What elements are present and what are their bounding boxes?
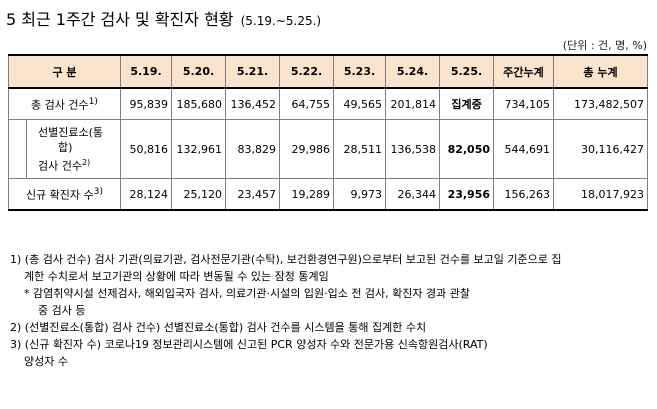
cell-value: 132,961 — [171, 119, 227, 179]
cell-value: 136,538 — [385, 119, 441, 179]
footnote-1-star: * 감염취약시설 선제검사, 해외입국자 검사, 의료기관·시설의 입원·입소 … — [24, 287, 471, 300]
table-row: 총 검사 건수1) 95,839 185,680 136,452 64,755 … — [7, 87, 649, 120]
cell-value: 28,124 — [120, 178, 173, 211]
header-date: 5.21. — [225, 54, 281, 89]
cell-total: 173,482,507 — [553, 87, 649, 120]
cell-weekly: 156,263 — [493, 178, 555, 211]
cell-value: 집계중 — [439, 87, 495, 120]
cell-total: 18,017,923 — [553, 178, 649, 211]
cell-value: 83,829 — [225, 119, 281, 179]
header-date: 5.20. — [171, 54, 227, 89]
cell-value: 9,973 — [333, 178, 387, 211]
cell-value: 23,956 — [439, 178, 495, 211]
header-total: 총 누계 — [553, 54, 649, 89]
cell-value: 28,511 — [333, 119, 387, 179]
header-date: 5.24. — [385, 54, 441, 89]
footnote-3-cont: 양성자 수 — [24, 355, 68, 368]
header-date: 5.23. — [333, 54, 387, 89]
stats-table: 구 분 5.19. 5.20. 5.21. 5.22. 5.23. 5.24. … — [7, 54, 649, 211]
table-header-row: 구 분 5.19. 5.20. 5.21. 5.22. 5.23. 5.24. … — [7, 54, 649, 89]
cell-value: 25,120 — [171, 178, 227, 211]
row-indent — [8, 119, 27, 179]
cell-value: 64,755 — [279, 87, 335, 120]
cell-value: 201,814 — [385, 87, 441, 120]
footnote-1-star-cont: 중 검사 등 — [38, 304, 86, 317]
cell-value: 185,680 — [171, 87, 227, 120]
cell-value: 82,050 — [439, 119, 495, 179]
table-row: 선별진료소(통 합) 검사 건수2) 50,816 132,961 83,829… — [8, 119, 649, 179]
header-date: 5.25. — [439, 54, 495, 89]
row-label: 총 검사 건수1) — [7, 87, 122, 120]
cell-value: 29,986 — [279, 119, 335, 179]
header-date: 5.19. — [120, 54, 173, 89]
footnote-3: 3) (신규 확진자 수) 코로나19 정보관리시스템에 신고된 PCR 양성자… — [10, 338, 488, 351]
cell-value: 19,289 — [279, 178, 335, 211]
header-category: 구 분 — [7, 54, 122, 89]
cell-weekly: 544,691 — [493, 119, 555, 179]
unit-note: (단위 : 건, 명, %) — [562, 39, 647, 52]
title-main: 5 최근 1주간 검사 및 확진자 현황 — [6, 10, 234, 29]
cell-value: 136,452 — [225, 87, 281, 120]
cell-total: 30,116,427 — [553, 119, 649, 179]
header-date: 5.22. — [279, 54, 335, 89]
row-label: 신규 확진자 수3) — [7, 178, 122, 211]
table-row: 신규 확진자 수3) 28,124 25,120 23,457 19,289 9… — [7, 178, 649, 211]
footnote-1: 1) (총 검사 건수) 검사 기관(의료기관, 검사전문기관(수탁), 보건환… — [10, 253, 562, 266]
section-title: 5 최근 1주간 검사 및 확진자 현황 (5.19.~5.25.) — [6, 6, 321, 30]
footnote-2: 2) (선별진료소(통합) 검사 건수) 선별진료소(통합) 검사 건수를 시스… — [10, 321, 427, 334]
cell-value: 49,565 — [333, 87, 387, 120]
cell-value: 50,816 — [120, 119, 173, 179]
header-weekly: 주간누계 — [493, 54, 555, 89]
cell-value: 23,457 — [225, 178, 281, 211]
cell-value: 95,839 — [120, 87, 173, 120]
row-label: 선별진료소(통 합) 검사 건수2) — [25, 119, 122, 179]
cell-value: 26,344 — [385, 178, 441, 211]
cell-weekly: 734,105 — [493, 87, 555, 120]
footnotes: 1) (총 검사 건수) 검사 기관(의료기관, 검사전문기관(수탁), 보건환… — [10, 251, 650, 370]
footnote-1-cont: 계한 수치로서 보고기관의 상황에 따라 변동될 수 있는 잠정 통계임 — [24, 270, 329, 283]
title-period: (5.19.~5.25.) — [240, 14, 322, 28]
